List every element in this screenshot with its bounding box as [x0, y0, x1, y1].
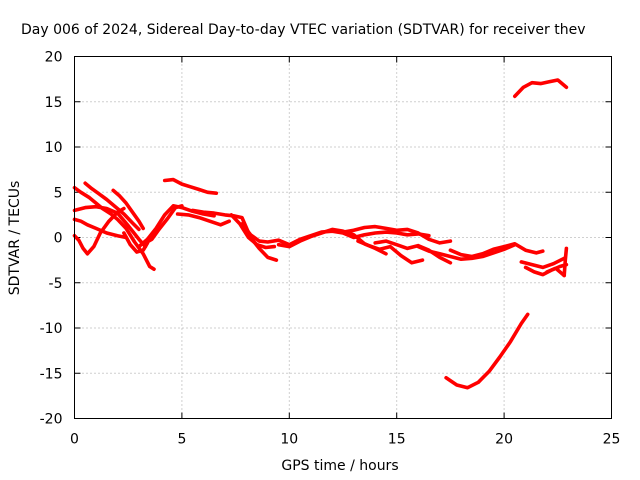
series-line-arc-7	[122, 231, 150, 254]
x-tick-label: 0	[70, 432, 79, 448]
data-series	[72, 78, 569, 390]
series-line-arc-4	[72, 206, 126, 256]
series-line-arc-20	[448, 242, 545, 259]
gridlines	[74, 56, 612, 419]
y-tick-label: -5	[49, 276, 63, 292]
y-tick-label: 10	[45, 140, 63, 156]
series-line-arc-14	[240, 222, 431, 247]
x-tick-label: 20	[495, 432, 513, 448]
y-tick-label: -20	[40, 412, 63, 428]
series-line-arc-9	[143, 204, 184, 245]
x-tick-label: 5	[177, 432, 186, 448]
plot-frame	[74, 56, 612, 419]
series-line-arc-3	[72, 217, 128, 240]
y-tick-label: 0	[54, 231, 63, 247]
series-line-arc-24	[562, 246, 569, 278]
series-line-arc-21	[519, 256, 566, 270]
series-line-arc-18	[373, 239, 453, 265]
x-axis-label: GPS time / hours	[281, 458, 398, 474]
y-tick-label: 15	[45, 95, 63, 111]
series-line-arc-26	[513, 78, 569, 99]
series-line-arc-13	[229, 213, 277, 250]
y-axis-label: SDTVAR / TECUs	[7, 181, 23, 296]
x-tick-label: 25	[603, 432, 621, 448]
series-line-arc-25	[444, 312, 530, 390]
y-tick-label: 20	[45, 50, 63, 66]
x-tick-label: 15	[388, 432, 406, 448]
series-line-arc-12	[190, 208, 279, 262]
x-tick-labels: 0 5 10 15 20 25	[70, 432, 620, 448]
series-line-arc-2	[72, 204, 148, 249]
series-line-arc-16	[341, 224, 453, 245]
x-tick-label: 10	[280, 432, 298, 448]
series-line-arc-19	[416, 242, 517, 261]
series-line-arc-11	[175, 212, 231, 227]
series-line-arc-5	[83, 181, 141, 232]
series-line-arc-10	[162, 177, 219, 195]
series-line-arc-23	[545, 266, 566, 278]
chart-title: Day 006 of 2024, Sidereal Day-to-day VTE…	[21, 22, 585, 38]
y-tick-label: 5	[54, 185, 63, 201]
y-tick-labels: -20 -15 -10 -5 0 5 10 15 20	[40, 50, 63, 428]
y-tick-label: -10	[40, 321, 63, 337]
y-tick-label: -15	[40, 366, 63, 382]
series-line-arc-17	[356, 239, 425, 265]
series-line-arc-6	[111, 188, 145, 231]
